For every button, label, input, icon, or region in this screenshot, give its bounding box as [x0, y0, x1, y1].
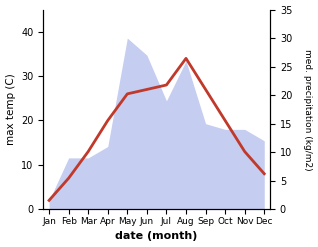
Y-axis label: med. precipitation (kg/m2): med. precipitation (kg/m2): [303, 49, 313, 170]
Y-axis label: max temp (C): max temp (C): [5, 74, 16, 145]
X-axis label: date (month): date (month): [115, 231, 198, 242]
